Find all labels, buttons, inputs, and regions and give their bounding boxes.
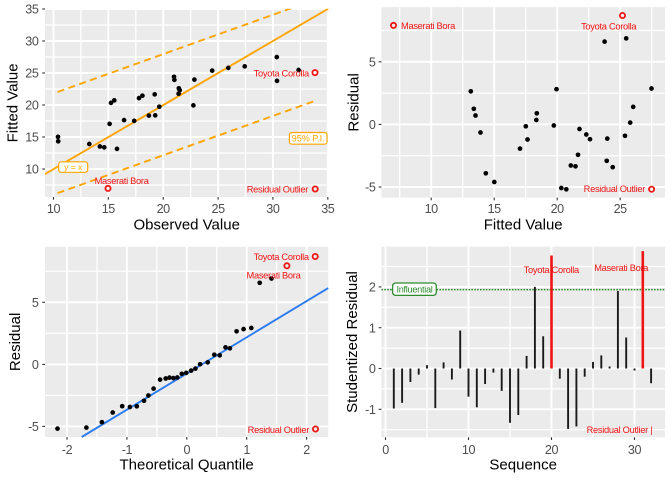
svg-text:Residual Outlier: Residual Outlier (248, 425, 310, 435)
svg-text:-5: -5 (365, 181, 376, 195)
svg-text:10: 10 (47, 202, 61, 216)
svg-text:5: 5 (32, 296, 39, 310)
svg-text:30: 30 (628, 443, 642, 457)
svg-text:10: 10 (425, 202, 439, 216)
svg-text:30: 30 (25, 35, 39, 49)
svg-text:35: 35 (25, 3, 39, 17)
svg-text:0: 0 (369, 362, 376, 376)
svg-text:25: 25 (614, 202, 628, 216)
svg-text:Maserati Bora: Maserati Bora (401, 21, 456, 31)
svg-text:15: 15 (25, 131, 39, 145)
svg-text:Sequence: Sequence (489, 456, 557, 473)
svg-text:2: 2 (303, 443, 310, 457)
svg-text:Toyota Corolla: Toyota Corolla (524, 265, 580, 275)
svg-text:20: 20 (545, 443, 559, 457)
svg-text:Fitted Value: Fitted Value (5, 63, 22, 142)
svg-text:Influential: Influential (396, 285, 432, 295)
svg-text:20: 20 (157, 202, 171, 216)
svg-text:0: 0 (183, 443, 190, 457)
svg-text:5: 5 (369, 55, 376, 69)
svg-text:-2: -2 (62, 443, 73, 457)
svg-text:0: 0 (32, 358, 39, 372)
svg-text:2: 2 (369, 281, 376, 295)
svg-text:Residual Outlier: Residual Outlier (584, 184, 646, 194)
svg-text:y = x: y = x (64, 162, 83, 172)
svg-text:Fitted Value: Fitted Value (484, 217, 563, 234)
svg-text:1: 1 (243, 443, 250, 457)
svg-text:10: 10 (462, 443, 476, 457)
svg-text:25: 25 (25, 67, 39, 81)
svg-text:Residual Outlier |: Residual Outlier | (587, 425, 653, 435)
svg-text:-5: -5 (28, 420, 39, 434)
svg-text:Maserati Bora: Maserati Bora (594, 263, 649, 273)
svg-text:10: 10 (25, 163, 39, 177)
svg-text:Maserati Bora: Maserati Bora (247, 271, 302, 281)
svg-text:Toyota Corolla: Toyota Corolla (254, 69, 310, 79)
svg-text:15: 15 (488, 202, 502, 216)
svg-text:25: 25 (211, 202, 225, 216)
svg-text:Observed Value: Observed Value (133, 217, 239, 234)
svg-text:35: 35 (321, 202, 335, 216)
svg-text:20: 20 (551, 202, 565, 216)
svg-text:-1: -1 (365, 403, 376, 417)
svg-text:Theoretical Quantile: Theoretical Quantile (119, 456, 253, 473)
svg-text:0: 0 (382, 443, 389, 457)
svg-text:Maserati Bora: Maserati Bora (95, 176, 150, 186)
svg-text:15: 15 (102, 202, 116, 216)
svg-text:Toyota Corolla: Toyota Corolla (581, 22, 637, 32)
svg-text:1: 1 (369, 321, 376, 335)
svg-text:Toyota Corolla: Toyota Corolla (254, 252, 310, 262)
svg-text:Residual: Residual (7, 313, 24, 371)
svg-text:Residual Outlier: Residual Outlier (247, 185, 309, 195)
svg-text:30: 30 (266, 202, 280, 216)
svg-text:0: 0 (369, 118, 376, 132)
svg-text:-1: -1 (122, 443, 133, 457)
svg-text:Studentized Residual: Studentized Residual (344, 271, 361, 413)
svg-text:20: 20 (25, 99, 39, 113)
svg-text:95% P.I.: 95% P.I. (292, 133, 325, 143)
svg-text:Residual: Residual (346, 73, 363, 131)
